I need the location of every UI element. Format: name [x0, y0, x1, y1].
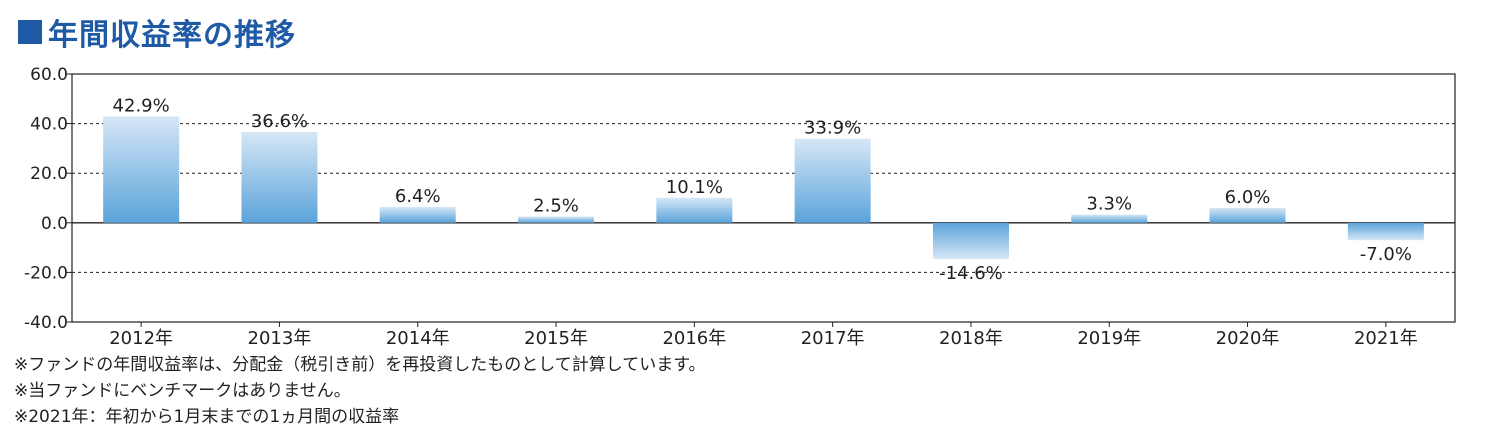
- bar-2016年: [656, 197, 733, 223]
- x-tick-label: 2021年: [1354, 328, 1418, 349]
- data-label: 33.9%: [804, 118, 861, 139]
- x-tick-label: 2015年: [524, 328, 588, 349]
- data-label: 2.5%: [533, 196, 579, 217]
- bar-2017年: [794, 138, 871, 223]
- plot-frame: [71, 73, 1456, 323]
- data-label: 42.9%: [113, 95, 170, 116]
- bar-2012年: [103, 116, 180, 223]
- bar-2013年: [241, 132, 318, 223]
- data-label: 3.3%: [1086, 194, 1132, 215]
- footnote-2021: ※2021年：年初から1月末までの1ヵ月間の収益率: [14, 407, 400, 427]
- data-label: -7.0%: [1360, 244, 1412, 265]
- x-tick-label: 2020年: [1216, 328, 1280, 349]
- y-tick-label: 0.0: [41, 214, 68, 234]
- x-tick-label: 2014年: [386, 328, 450, 349]
- title-text: 年間収益率の推移: [48, 18, 296, 53]
- data-label: -14.6%: [939, 263, 1003, 284]
- labels: 60.0 40.0 20.0 0.0 -20.0 -40.0 42.9% 2012年 36.6%…: [24, 65, 1418, 349]
- footnote-benchmark: ※当ファンドにベンチマークはありません。: [14, 381, 351, 401]
- bar-2020年: [1209, 207, 1286, 223]
- data-label: 36.6%: [251, 111, 308, 132]
- bar-2019年: [1071, 214, 1148, 223]
- title-square-icon: [18, 20, 42, 44]
- y-tick-label: -40.0: [24, 313, 68, 333]
- y-tick-label: -20.0: [24, 263, 68, 283]
- data-label: 10.1%: [666, 177, 723, 198]
- bar-2021年: [1347, 222, 1424, 241]
- x-tick-label: 2013年: [248, 328, 312, 349]
- bar-chart: 60.0 40.0 20.0 0.0 -20.0 -40.0 42.9% 2012年 36.6%…: [24, 65, 1456, 349]
- bar-2014年: [379, 206, 456, 223]
- bar-2018年: [932, 222, 1009, 260]
- axes: [66, 73, 1456, 327]
- footnote-reinvest: ※ファンドの年間収益率は、分配金（税引き前）を再投資したものとして計算しています…: [14, 355, 706, 375]
- y-tick-label: 60.0: [30, 65, 68, 85]
- y-tick-label: 20.0: [30, 164, 68, 184]
- x-tick-label: 2019年: [1077, 328, 1141, 349]
- bar-2015年: [518, 216, 595, 223]
- chart-title: 年間収益率の推移: [18, 10, 296, 54]
- footnotes: ※ファンドの年間収益率は、分配金（税引き前）を再投資したものとして計算しています…: [14, 352, 706, 430]
- x-tick-label: 2016年: [662, 328, 726, 349]
- data-label: 6.4%: [395, 186, 441, 207]
- x-tick-label: 2018年: [939, 328, 1003, 349]
- y-tick-label: 40.0: [30, 115, 68, 135]
- bars: [103, 116, 1424, 260]
- x-tick-label: 2012年: [109, 328, 173, 349]
- x-tick-label: 2017年: [801, 328, 865, 349]
- data-label: 6.0%: [1225, 187, 1271, 208]
